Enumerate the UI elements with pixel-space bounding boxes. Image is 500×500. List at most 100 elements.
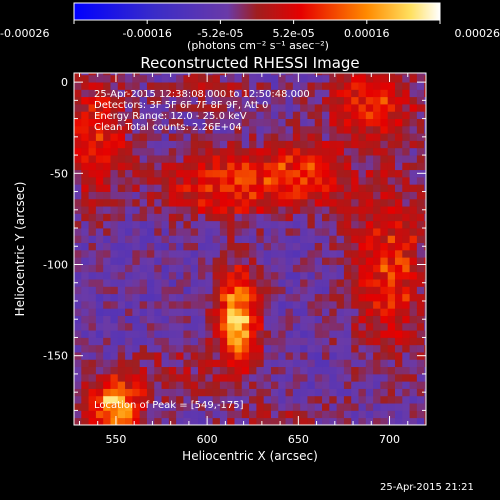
image-pixel bbox=[322, 118, 330, 127]
image-pixel bbox=[322, 125, 330, 134]
image-pixel bbox=[394, 74, 403, 83]
image-pixel bbox=[270, 286, 279, 295]
image-pixel bbox=[358, 96, 367, 105]
image-pixel bbox=[139, 249, 148, 258]
image-pixel bbox=[343, 89, 352, 98]
image-pixel bbox=[394, 206, 403, 214]
image-pixel bbox=[190, 388, 199, 397]
image-pixel bbox=[212, 410, 221, 419]
image-pixel bbox=[249, 410, 257, 419]
image-pixel bbox=[125, 373, 133, 382]
image-pixel bbox=[263, 147, 272, 156]
image-pixel bbox=[103, 89, 111, 98]
image-pixel bbox=[168, 74, 177, 83]
image-pixel bbox=[241, 337, 250, 346]
image-pixel bbox=[117, 162, 126, 171]
image-pixel bbox=[227, 271, 235, 280]
image-pixel bbox=[329, 176, 338, 185]
image-pixel bbox=[380, 73, 389, 76]
image-pixel bbox=[365, 104, 374, 112]
image-pixel bbox=[409, 89, 418, 98]
image-pixel bbox=[110, 308, 119, 316]
x-axis-label: Heliocentric X (arcsec) bbox=[182, 449, 318, 463]
image-pixel bbox=[117, 176, 126, 185]
image-pixel bbox=[110, 82, 119, 90]
image-pixel bbox=[125, 417, 133, 425]
image-pixel bbox=[212, 184, 221, 192]
image-pixel bbox=[88, 104, 97, 112]
image-pixel bbox=[139, 410, 148, 419]
image-pixel bbox=[292, 140, 301, 149]
image-pixel bbox=[343, 359, 352, 368]
image-pixel bbox=[394, 286, 403, 295]
image-pixel bbox=[373, 271, 381, 280]
image-pixel bbox=[227, 257, 235, 265]
image-pixel bbox=[409, 125, 418, 134]
image-pixel bbox=[139, 366, 148, 375]
image-pixel bbox=[110, 410, 119, 419]
image-pixel bbox=[424, 395, 426, 404]
image-pixel bbox=[161, 330, 170, 338]
image-pixel bbox=[74, 337, 82, 346]
image-pixel bbox=[234, 184, 243, 192]
image-pixel bbox=[95, 96, 104, 105]
image-pixel bbox=[322, 315, 330, 324]
image-pixel bbox=[168, 191, 177, 200]
image-pixel bbox=[81, 82, 89, 90]
image-pixel bbox=[125, 308, 133, 316]
image-pixel bbox=[139, 198, 148, 207]
image-pixel bbox=[88, 388, 97, 397]
image-pixel bbox=[329, 322, 338, 331]
image-pixel bbox=[300, 228, 308, 236]
image-pixel bbox=[227, 417, 235, 425]
image-pixel bbox=[270, 417, 279, 425]
image-pixel bbox=[146, 337, 155, 346]
image-pixel bbox=[168, 73, 177, 76]
image-pixel bbox=[343, 410, 352, 419]
image-pixel bbox=[416, 147, 425, 156]
image-pixel bbox=[365, 176, 374, 185]
image-pixel bbox=[300, 125, 308, 134]
image-pixel bbox=[329, 300, 338, 309]
image-pixel bbox=[227, 381, 235, 389]
image-pixel bbox=[394, 395, 403, 404]
image-pixel bbox=[256, 213, 265, 222]
image-pixel bbox=[205, 264, 214, 273]
image-pixel bbox=[424, 322, 426, 331]
image-pixel bbox=[88, 257, 97, 265]
image-pixel bbox=[176, 322, 184, 331]
image-pixel bbox=[314, 352, 323, 360]
image-pixel bbox=[365, 242, 374, 251]
image-pixel bbox=[314, 264, 323, 273]
image-pixel bbox=[176, 125, 184, 134]
image-pixel bbox=[146, 125, 155, 134]
image-pixel bbox=[234, 373, 243, 382]
image-pixel bbox=[88, 74, 97, 83]
image-pixel bbox=[74, 140, 82, 149]
image-pixel bbox=[161, 213, 170, 222]
image-pixel bbox=[88, 373, 97, 382]
image-pixel bbox=[263, 249, 272, 258]
image-pixel bbox=[227, 395, 235, 404]
image-pixel bbox=[343, 96, 352, 105]
image-pixel bbox=[256, 286, 265, 295]
image-pixel bbox=[241, 198, 250, 207]
image-pixel bbox=[351, 198, 359, 207]
image-pixel bbox=[249, 133, 257, 141]
image-pixel bbox=[161, 96, 170, 105]
image-pixel bbox=[278, 228, 286, 236]
image-pixel bbox=[256, 169, 265, 178]
image-pixel bbox=[88, 111, 97, 119]
image-pixel bbox=[314, 249, 323, 258]
image-pixel bbox=[168, 344, 177, 353]
image-pixel bbox=[263, 220, 272, 229]
image-pixel bbox=[424, 162, 426, 171]
image-pixel bbox=[234, 140, 243, 149]
image-pixel bbox=[416, 155, 425, 163]
image-pixel bbox=[292, 359, 301, 368]
image-pixel bbox=[285, 155, 294, 163]
image-pixel bbox=[351, 388, 359, 397]
image-pixel bbox=[103, 315, 111, 324]
image-pixel bbox=[139, 74, 148, 83]
image-pixel bbox=[322, 410, 330, 419]
